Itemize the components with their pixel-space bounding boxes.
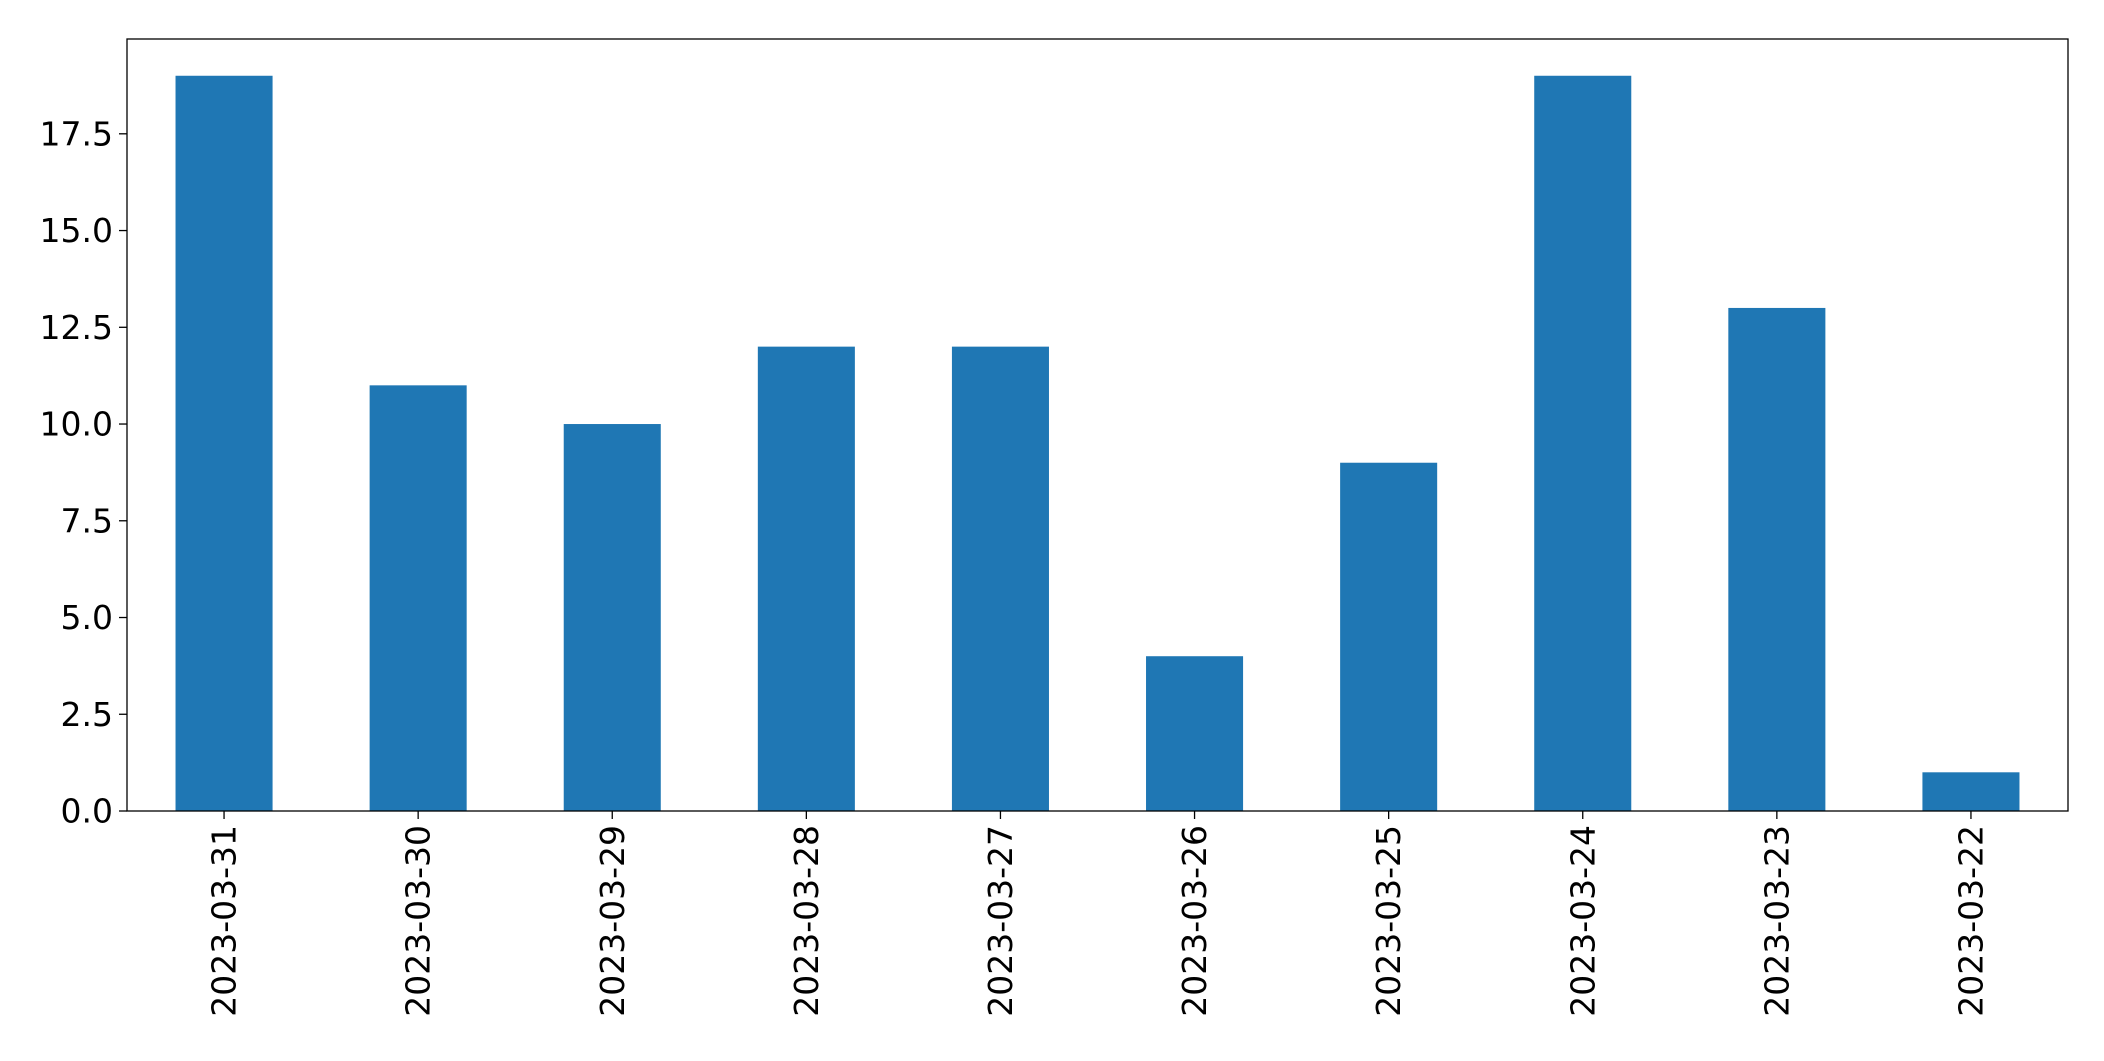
y-tick-label: 7.5 — [61, 501, 113, 540]
x-tick-label: 2023-03-25 — [1369, 825, 1408, 1017]
bar-2023-03-31 — [175, 75, 273, 811]
bars-group — [175, 75, 2020, 811]
x-tick-label: 2023-03-22 — [1951, 825, 1990, 1017]
x-tick-label: 2023-03-29 — [593, 825, 632, 1017]
plot-frame — [126, 38, 2069, 812]
x-axis: 2023-03-31 2023-03-30 2023-03-29 2023-03-28… — [205, 811, 1990, 1017]
x-tick-label: 2023-03-23 — [1757, 825, 1796, 1017]
bar-2023-03-24 — [1534, 75, 1632, 811]
bar-2023-03-25 — [1340, 462, 1438, 811]
x-tick-label: 2023-03-27 — [981, 825, 1020, 1017]
y-tick-label: 10.0 — [40, 405, 113, 444]
bar-2023-03-26 — [1146, 656, 1244, 811]
x-tick-label: 2023-03-26 — [1175, 825, 1214, 1017]
y-tick-label: 15.0 — [40, 211, 113, 250]
bar-2023-03-27 — [951, 346, 1049, 811]
y-tick-label: 0.0 — [61, 792, 113, 831]
y-tick-label: 2.5 — [61, 695, 113, 734]
y-tick-label: 12.5 — [40, 308, 113, 347]
bar-2023-03-23 — [1728, 307, 1826, 811]
x-tick-label: 2023-03-28 — [787, 825, 826, 1017]
bar-2023-03-22 — [1922, 772, 2020, 811]
bar-2023-03-29 — [563, 424, 661, 811]
bar-2023-03-30 — [369, 385, 467, 811]
y-tick-label: 17.5 — [40, 114, 113, 153]
y-axis: 0.0 2.5 5.0 7.5 10.0 12.5 15.0 17.5 — [40, 114, 127, 831]
bar-2023-03-28 — [757, 346, 855, 811]
x-tick-label: 2023-03-30 — [399, 825, 438, 1017]
x-tick-label: 2023-03-31 — [205, 825, 244, 1017]
y-tick-label: 5.0 — [61, 598, 113, 637]
x-tick-label: 2023-03-24 — [1563, 825, 1602, 1017]
